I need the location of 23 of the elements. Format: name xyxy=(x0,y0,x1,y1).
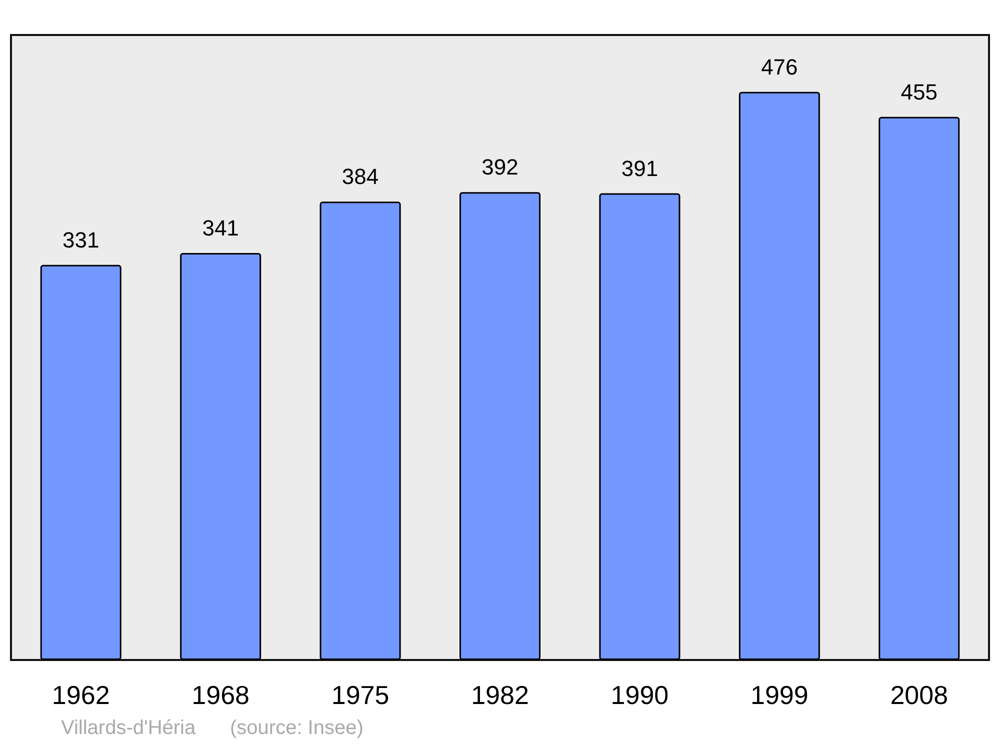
x-tick-label: 1999 xyxy=(750,680,808,710)
bar xyxy=(878,116,960,660)
bar xyxy=(180,252,262,660)
x-tick-label: 1982 xyxy=(471,680,529,710)
data-label: 341 xyxy=(202,215,239,240)
bar xyxy=(459,192,541,660)
text: Villards-d'Héria xyxy=(61,717,196,739)
bar xyxy=(320,202,401,660)
data-label: 331 xyxy=(62,227,100,252)
bar xyxy=(738,92,820,660)
data-label: 391 xyxy=(621,156,658,181)
data-label: 476 xyxy=(761,54,798,80)
x-tick-label: 1975 xyxy=(331,680,390,710)
bar xyxy=(599,193,680,660)
x-tick-label: 1968 xyxy=(192,680,250,710)
bar xyxy=(40,264,122,660)
x-tick-label: 1962 xyxy=(52,680,110,710)
x-tick-label: 1990 xyxy=(610,680,669,710)
data-label: 392 xyxy=(482,154,518,180)
x-tick-label: 2008 xyxy=(890,680,948,710)
data-label: 455 xyxy=(900,79,938,104)
data-label: 384 xyxy=(342,164,379,190)
text: (source: Insee) xyxy=(230,717,364,739)
